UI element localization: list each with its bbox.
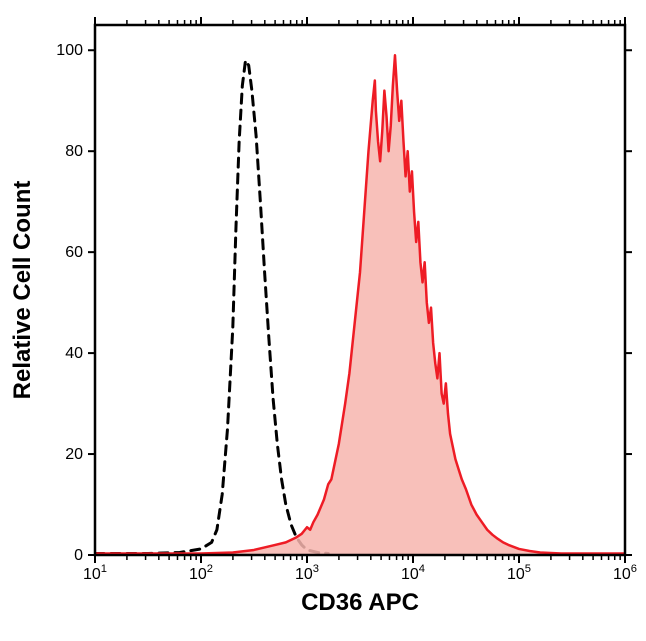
y-tick-label: 100 — [56, 42, 83, 59]
y-tick-label: 20 — [65, 446, 83, 463]
flow-cytometry-histogram: 020406080100101102103104105106CD36 APCRe… — [0, 0, 646, 641]
y-tick-label: 0 — [74, 547, 83, 564]
y-axis-label: Relative Cell Count — [9, 181, 36, 400]
chart-svg: 020406080100101102103104105106CD36 APCRe… — [0, 0, 646, 641]
x-axis-label: CD36 APC — [301, 589, 419, 616]
y-tick-label: 80 — [65, 143, 83, 160]
y-tick-label: 60 — [65, 244, 83, 261]
y-tick-label: 40 — [65, 345, 83, 362]
